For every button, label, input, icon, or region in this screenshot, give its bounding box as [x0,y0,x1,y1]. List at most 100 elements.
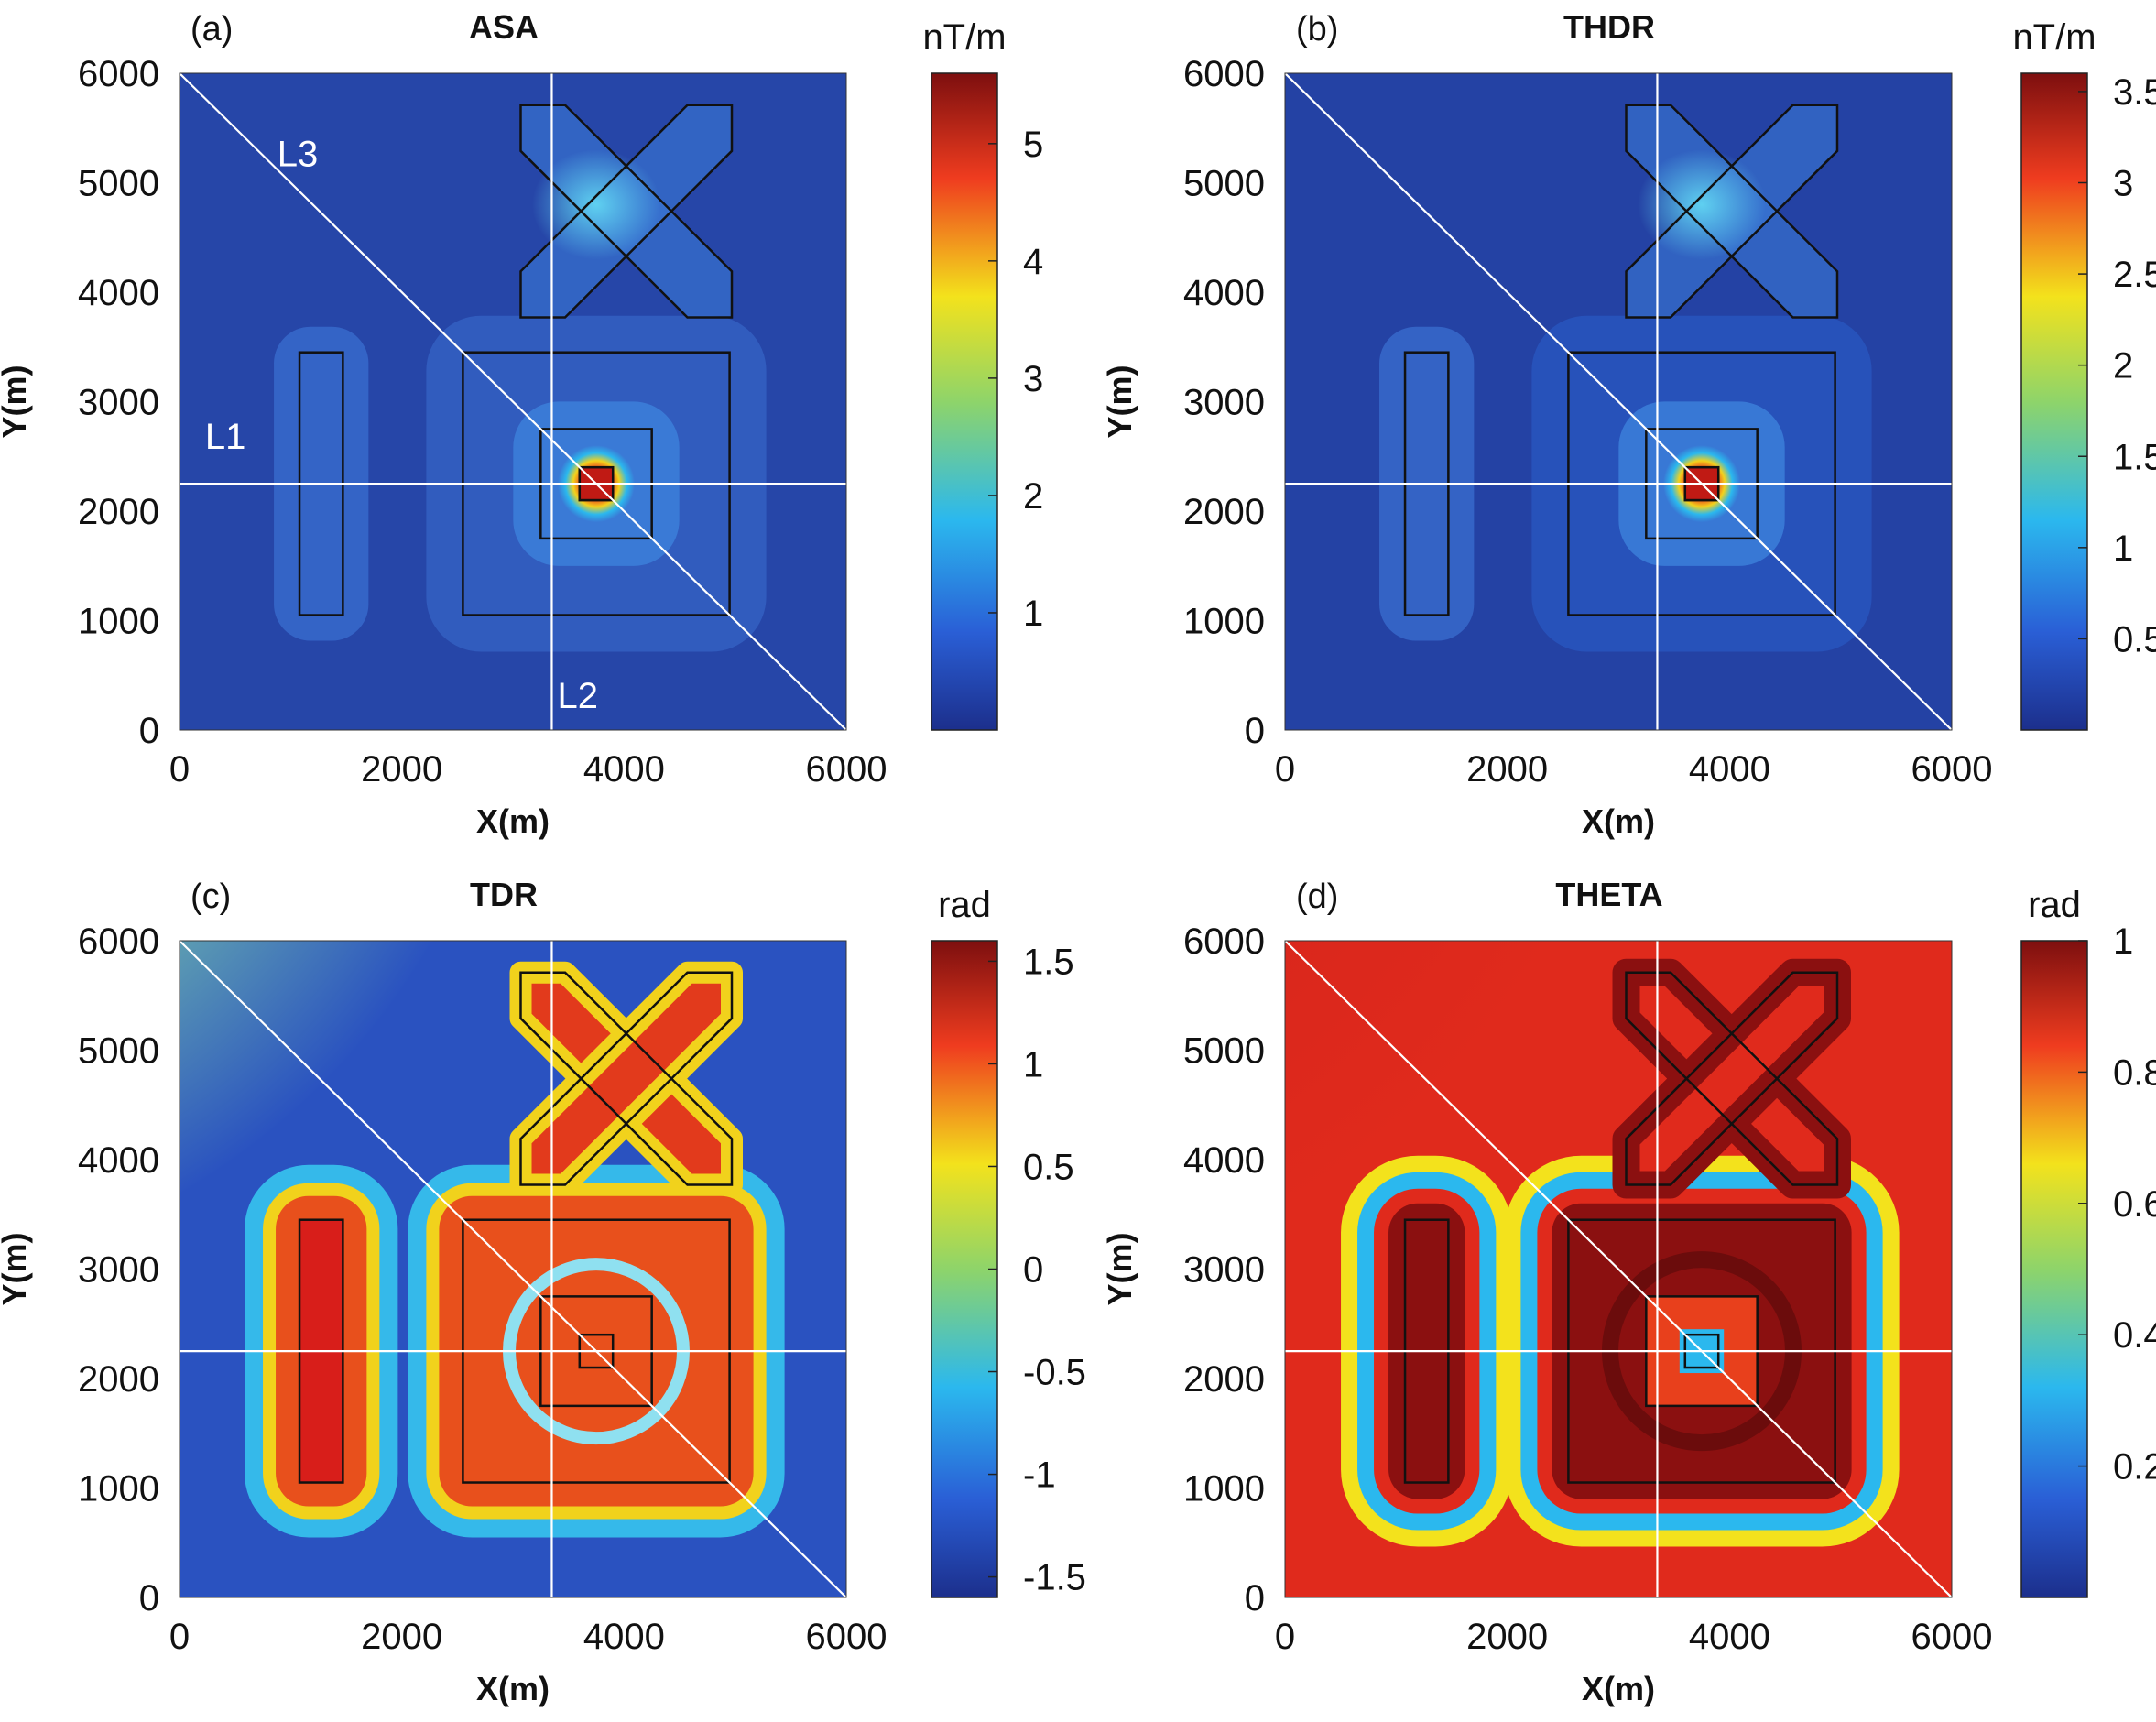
x-tick-label: 0 [169,1617,190,1657]
profile-label-l1: L1 [205,417,246,457]
colorbar-tick-label: 1.5 [2113,437,2156,477]
profile-label-l2: L2 [558,676,599,716]
y-tick-label: 4000 [78,273,159,313]
panel-label: (a) [191,10,233,49]
y-tick-label: 6000 [1183,921,1265,962]
colorbar [2020,72,2088,731]
colorbar [931,72,998,731]
y-tick-label: 1000 [1183,1469,1265,1509]
plot-frame [1284,940,1953,1598]
y-tick-label: 0 [139,1578,159,1618]
panel-3: 0 2000 4000 6000 0 1000 2000 3000 4000 5000 6000 X(… [0,876,1086,1707]
colorbar-tick-label: 4 [1023,242,1043,282]
y-tick-label: 6000 [78,54,159,94]
outline-cross-bar [1625,971,1839,1186]
x-tick-label: 2000 [1466,749,1548,790]
colorbar-unit: nT/m [2012,17,2096,58]
colorbar-tick-label: 3 [2113,164,2133,204]
heatmap-field [180,73,846,730]
x-tick-label: 2000 [361,1617,442,1657]
plot-frame [1284,72,1953,731]
profile-line-l3 [1285,73,1952,730]
x-tick-label: 6000 [1911,1617,1993,1657]
anomaly-peak [532,149,660,260]
heatmap-field [1285,73,1952,730]
y-tick-label: 0 [1245,1578,1265,1618]
colorbar-tick-label: -1 [1023,1455,1056,1496]
heatmap-field [1285,941,1952,1597]
y-tick-label: 6000 [1183,54,1265,94]
colorbar-tick-label: 0.6 [2113,1184,2156,1225]
profile-label-l3: L3 [278,135,319,175]
outline-cross-bar [519,971,734,1186]
outline-cross-bar [519,104,734,319]
x-tick-label: 6000 [806,1617,887,1657]
y-tick-label: 0 [139,711,159,751]
y-tick-label: 4000 [1183,273,1265,313]
y-tick-label: 2000 [1183,492,1265,532]
y-tick-label: 4000 [78,1140,159,1181]
y-tick-label: 5000 [1183,1031,1265,1072]
panel-2: 0 2000 4000 6000 0 1000 2000 3000 4000 5000 6000 X(… [1101,8,2156,840]
colorbar-unit: rad [2028,885,2081,925]
y-tick-label: 1000 [78,602,159,642]
colorbar-tick-label: 2 [2113,346,2133,387]
colorbar-tick-label: 1 [1023,1044,1043,1084]
colorbar-tick-label: 0.2 [2113,1447,2156,1488]
y-tick-label: 3000 [78,1250,159,1291]
x-tick-label: 2000 [361,749,442,790]
outline-cross-bar [1625,104,1839,319]
x-axis-label: X(m) [476,802,550,840]
y-axis-label: Y(m) [0,1233,33,1306]
colorbar [2020,940,2088,1598]
colorbar-tick-label: 1 [2113,529,2133,569]
x-tick-label: 6000 [1911,749,1993,790]
colorbar-tick-label: 0.5 [2113,619,2156,659]
outline-cross-bar [519,104,734,319]
colorbar-tick-label: 1 [2113,921,2133,962]
y-tick-label: 1000 [1183,602,1265,642]
x-tick-label: 0 [1275,749,1295,790]
colorbar-unit: nT/m [922,17,1006,58]
panel-title: THDR [1563,8,1655,46]
colorbar-tick-label: -1.5 [1023,1558,1086,1598]
colorbar-tick-label: 2.5 [2113,255,2156,295]
x-axis-label: X(m) [1582,1670,1655,1707]
panel-label: (c) [191,877,231,916]
x-tick-label: 4000 [583,749,665,790]
outline-cross-bar [519,971,734,1186]
x-tick-label: 4000 [583,1617,665,1657]
anomaly-peak [1638,149,1766,260]
y-tick-label: 1000 [78,1469,159,1509]
x-tick-label: 0 [1275,1617,1295,1657]
x-axis-label: X(m) [1582,802,1655,840]
y-tick-label: 2000 [78,492,159,532]
colorbar-tick-label: 3.5 [2113,72,2156,113]
colorbar-tick-label: 0.4 [2113,1315,2156,1356]
y-tick-label: 5000 [1183,164,1265,204]
colorbar-tick-label: 1 [1023,594,1043,634]
colorbar-tick-label: 1.5 [1023,942,1074,982]
y-tick-label: 2000 [1183,1359,1265,1400]
profile-line-l3 [1285,941,1952,1597]
profile-line-l3 [180,73,846,730]
y-tick-label: 5000 [78,1031,159,1072]
x-tick-label: 4000 [1689,749,1770,790]
panel-1: L1 L2 L3 0 2000 4000 6000 0 1000 2000 3000 4000 5000… [0,8,1043,840]
panel-label: (d) [1296,877,1338,916]
y-tick-label: 3000 [78,383,159,423]
colorbar-tick-label: 2 [1023,476,1043,517]
colorbar [931,940,998,1598]
x-tick-label: 0 [169,749,190,790]
outline-cross-bar [1625,104,1839,319]
panel-4: 0 2000 4000 6000 0 1000 2000 3000 4000 5000 6000 X(… [1101,876,2156,1707]
plot-frame [179,940,847,1598]
colorbar-tick-label: 0.5 [1023,1147,1074,1187]
colorbar-tick-label: 5 [1023,125,1043,165]
x-tick-label: 6000 [806,749,887,790]
y-tick-label: 5000 [78,164,159,204]
colorbar-tick-label: -0.5 [1023,1353,1086,1393]
y-axis-label: Y(m) [1101,365,1138,439]
panel-label: (b) [1296,10,1338,49]
